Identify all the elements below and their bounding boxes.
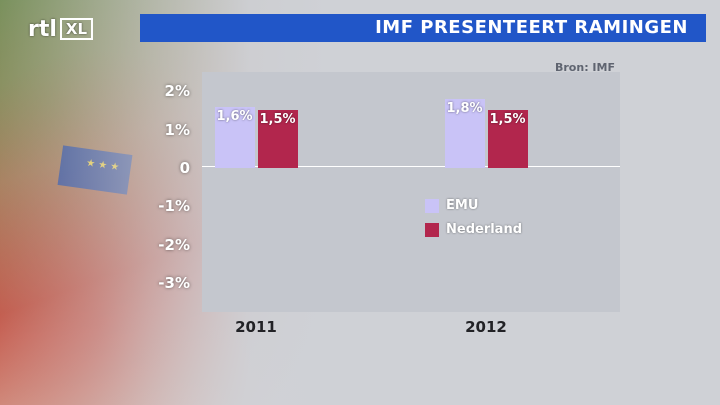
- chart-title: IMF PRESENTEERT RAMINGEN: [375, 17, 688, 38]
- y-tick-label: -2%: [158, 235, 190, 254]
- legend-swatch: [425, 222, 439, 237]
- y-tick-label: 1%: [164, 120, 190, 139]
- x-tick-label: 2011: [235, 318, 277, 336]
- channel-logo: rtl XL: [28, 16, 94, 42]
- bar-emu-2011: [214, 106, 255, 168]
- legend-label: Nederland: [446, 222, 523, 237]
- bar-nederland-2012: [487, 110, 528, 168]
- legend: EMU Nederland: [425, 198, 522, 246]
- bar-nederland-2011: [257, 110, 298, 168]
- logo-brand: rtl: [28, 16, 57, 42]
- y-tick-label: -3%: [158, 274, 190, 293]
- y-tick-label: -1%: [158, 197, 190, 216]
- legend-item: Nederland: [425, 222, 522, 237]
- header-bar: IMF PRESENTEERT RAMINGEN: [140, 14, 706, 42]
- source-label: Bron: IMF: [555, 61, 615, 74]
- bar-value-label: 1,6%: [216, 108, 253, 124]
- legend-swatch: [425, 198, 439, 213]
- legend-label: EMU: [446, 198, 479, 213]
- x-tick-label: 2012: [465, 318, 507, 336]
- plot-area: [202, 72, 620, 312]
- bar-value-label: 1,5%: [489, 112, 526, 128]
- bar-emu-2012: [444, 98, 485, 168]
- logo-suffix: XL: [59, 18, 94, 40]
- y-tick-label: 0: [179, 159, 190, 177]
- y-axis: 2% 1% 0 -1% -2% -3%: [140, 72, 190, 312]
- bar-value-label: 1,5%: [259, 112, 296, 128]
- legend-item: EMU: [425, 198, 522, 213]
- zero-line: [202, 166, 620, 167]
- bar-value-label: 1,8%: [446, 100, 483, 116]
- y-tick-label: 2%: [164, 82, 190, 101]
